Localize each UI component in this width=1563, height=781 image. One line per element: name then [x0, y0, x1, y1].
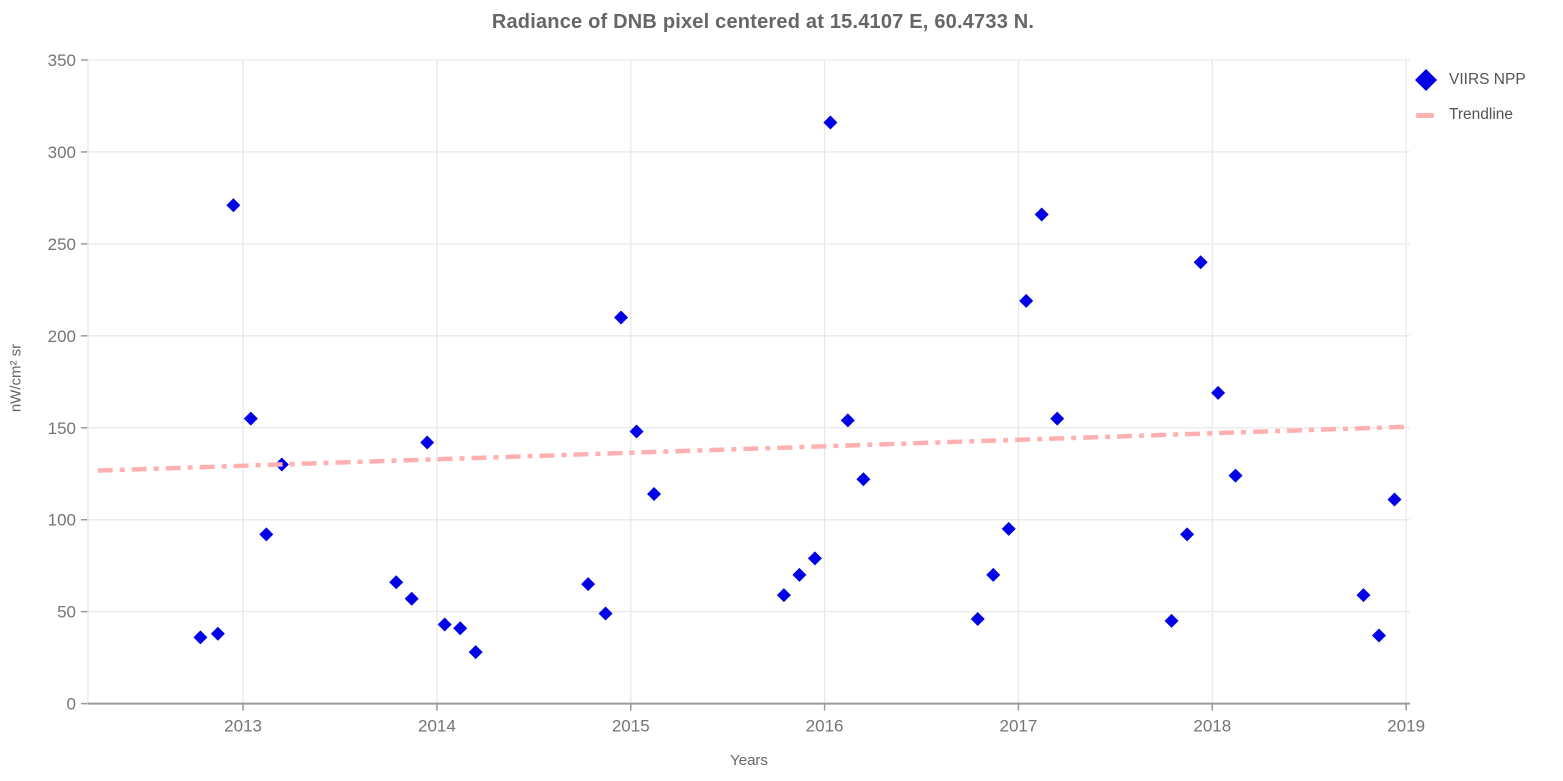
x-tick-label: 2018: [1193, 717, 1231, 736]
data-point: [581, 577, 596, 592]
x-axis-title: Years: [730, 752, 768, 769]
y-tick-label: 150: [48, 419, 76, 438]
data-point: [1193, 255, 1208, 270]
data-point: [1164, 613, 1179, 628]
legend-label: VIIRS NPP: [1449, 71, 1526, 88]
legend-item-trendline[interactable]: Trendline: [1412, 103, 1526, 127]
data-point: [1034, 207, 1049, 222]
data-point: [647, 486, 662, 501]
x-tick-label: 2016: [806, 717, 844, 736]
x-tick-label: 2019: [1387, 717, 1425, 736]
data-point: [1001, 521, 1016, 536]
legend-item-viirs-npp[interactable]: VIIRS NPP: [1412, 68, 1526, 92]
data-point: [1371, 628, 1386, 643]
data-point: [404, 591, 419, 606]
data-point: [259, 527, 274, 542]
data-point: [856, 472, 871, 487]
diamond-icon: [1415, 69, 1437, 91]
y-tick-label: 350: [48, 51, 76, 70]
data-point: [598, 606, 613, 621]
data-point: [1180, 527, 1195, 542]
data-point: [823, 115, 838, 130]
y-tick-label: 300: [48, 143, 76, 162]
y-tick-label: 50: [57, 603, 76, 622]
data-point: [1019, 293, 1034, 308]
y-axis-title: nW/cm² sr: [7, 343, 25, 413]
data-point: [792, 567, 807, 582]
data-point: [840, 413, 855, 428]
data-point: [226, 198, 241, 213]
data-point: [986, 567, 1001, 582]
data-point: [1228, 468, 1243, 483]
x-tick-label: 2015: [612, 717, 650, 736]
data-point: [453, 621, 468, 636]
data-point: [193, 630, 208, 645]
y-tick-label: 200: [48, 327, 76, 346]
y-tick-label: 250: [48, 235, 76, 254]
data-point: [420, 435, 435, 450]
x-tick-label: 2013: [224, 717, 262, 736]
data-point: [389, 575, 404, 590]
trendline: [97, 424, 1405, 473]
data-point: [1356, 588, 1371, 603]
legend: VIIRS NPP Trendline: [1412, 68, 1526, 127]
chart-title: Radiance of DNB pixel centered at 15.410…: [491, 11, 1035, 33]
dash-icon: [1416, 113, 1434, 118]
data-point: [1050, 411, 1065, 426]
data-point: [468, 645, 483, 660]
data-point: [243, 411, 258, 426]
x-tick-label: 2014: [418, 717, 456, 736]
data-point: [437, 617, 452, 632]
data-point: [970, 612, 985, 627]
data-point: [1211, 385, 1226, 400]
y-tick-label: 100: [48, 511, 76, 530]
legend-label: Trendline: [1449, 106, 1514, 123]
data-point: [629, 424, 644, 439]
data-point: [807, 551, 822, 566]
y-tick-label: 0: [67, 695, 76, 714]
data-point: [614, 310, 629, 325]
data-point: [210, 626, 225, 641]
data-point: [1387, 492, 1402, 507]
data-point: [776, 588, 791, 603]
x-tick-label: 2017: [1000, 717, 1038, 736]
